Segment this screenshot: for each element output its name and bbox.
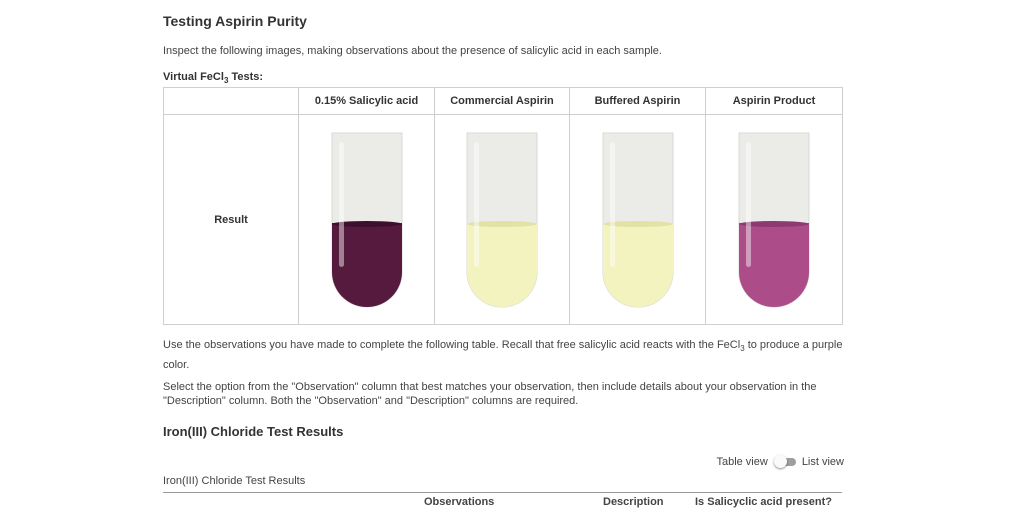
virtual-tests-title-main: Virtual FeCl: [163, 71, 224, 83]
column-header: 0.15% Salicylic acid: [298, 87, 435, 115]
virtual-tests-table: 0.15% Salicylic acid Commercial Aspirin …: [163, 87, 843, 325]
instructions-paragraph-2: Select the option from the "Observation"…: [163, 381, 817, 407]
result-row-label: Result: [163, 114, 299, 325]
column-header: Commercial Aspirin: [434, 87, 570, 115]
column-header: Buffered Aspirin: [569, 87, 706, 115]
view-toggle: Table view List view: [716, 455, 844, 469]
test-tube-image: [331, 132, 402, 307]
results-heading: Iron(III) Chloride Test Results: [163, 424, 344, 439]
tube-highlight: [474, 141, 479, 267]
virtual-tests-title-end: Tests:: [228, 71, 264, 83]
view-toggle-switch[interactable]: [772, 455, 798, 469]
test-tube-image: [602, 132, 673, 307]
tube-cell: [705, 114, 843, 325]
virtual-tests-header-row: 0.15% Salicylic acid Commercial Aspirin …: [163, 87, 843, 115]
observations-column-header: Observations: [424, 496, 495, 508]
tube-liquid: [331, 222, 402, 307]
tube-meniscus: [739, 220, 809, 227]
description-column-header: Description: [603, 496, 664, 508]
tube-highlight: [338, 141, 344, 267]
virtual-tests-title-subscript: 3: [223, 76, 229, 86]
instructions-subscript: 3: [740, 344, 745, 354]
tube-cell: [434, 114, 570, 325]
results-table-header-rule: [163, 492, 842, 493]
test-tube-image: [466, 132, 538, 307]
tube-highlight: [746, 141, 751, 267]
virtual-tests-result-row: Result: [163, 114, 843, 325]
tube-highlight: [609, 141, 615, 267]
tube-liquid: [602, 222, 673, 307]
instructions-text-end: to produce a purple color.: [163, 339, 843, 372]
tube-meniscus: [467, 220, 537, 227]
tube-liquid: [739, 222, 809, 307]
table-view-label[interactable]: Table view: [716, 456, 768, 468]
salicylic-present-column-header: Is Salicyclic acid present?: [695, 496, 832, 508]
toggle-knob: [773, 455, 787, 468]
instructions-text: Use the observations you have made to co…: [163, 339, 741, 351]
intro-text: Inspect the following images, making obs…: [163, 45, 662, 57]
tube-meniscus: [331, 220, 402, 227]
list-view-label[interactable]: List view: [801, 456, 844, 468]
column-header: Aspirin Product: [705, 87, 843, 115]
tube-cell: [569, 114, 706, 325]
tube-cell: [298, 114, 435, 325]
test-tube-image: [738, 132, 810, 307]
results-table-caption: Iron(III) Chloride Test Results: [163, 475, 306, 487]
toggle-track: [779, 458, 796, 466]
page-title: Testing Aspirin Purity: [163, 13, 307, 29]
virtual-tests-title: Virtual FeCl3 Tests:: [163, 71, 263, 85]
tube-liquid: [467, 222, 537, 307]
tube-meniscus: [602, 220, 673, 227]
instructions-paragraph-1: Use the observations you have made to co…: [163, 337, 843, 373]
header-empty-cell: [163, 87, 299, 115]
